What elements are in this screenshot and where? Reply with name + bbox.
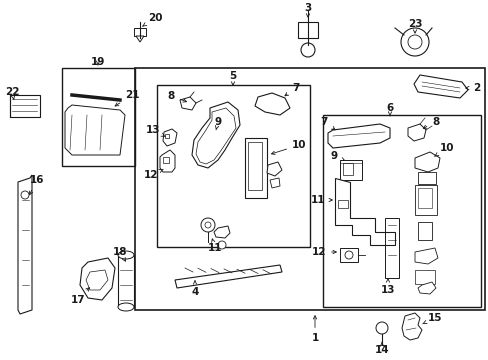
Polygon shape	[327, 124, 389, 148]
Bar	[244, 138, 266, 198]
Text: 6: 6	[386, 103, 393, 116]
Text: 12: 12	[311, 247, 336, 257]
Circle shape	[400, 28, 428, 56]
Bar	[417, 188, 431, 208]
Text: 4: 4	[191, 281, 198, 297]
Text: 8: 8	[423, 117, 438, 128]
Bar	[417, 222, 431, 240]
Polygon shape	[334, 178, 394, 245]
Text: 9: 9	[214, 117, 221, 130]
Polygon shape	[407, 124, 425, 141]
Bar	[414, 270, 434, 284]
Polygon shape	[269, 178, 280, 188]
Polygon shape	[163, 129, 177, 146]
Text: 2: 2	[465, 83, 479, 93]
Text: 14: 14	[374, 342, 388, 355]
Text: 9: 9	[330, 151, 344, 161]
Circle shape	[21, 191, 29, 199]
Polygon shape	[180, 97, 196, 110]
Bar	[342, 163, 352, 175]
Text: 1: 1	[311, 316, 318, 343]
Circle shape	[301, 43, 314, 57]
Polygon shape	[175, 265, 282, 288]
Text: 8: 8	[167, 91, 186, 102]
Ellipse shape	[118, 303, 134, 311]
Text: 10: 10	[434, 143, 453, 156]
Bar	[384, 218, 398, 278]
Polygon shape	[65, 105, 125, 155]
Polygon shape	[192, 102, 240, 168]
Text: 15: 15	[422, 313, 442, 324]
Text: 5: 5	[229, 71, 236, 85]
Bar	[118, 255, 134, 307]
Circle shape	[218, 241, 225, 249]
Circle shape	[204, 222, 210, 228]
Text: 13: 13	[145, 125, 165, 136]
Text: 7: 7	[320, 117, 334, 130]
Circle shape	[407, 35, 421, 49]
Polygon shape	[80, 258, 115, 300]
Polygon shape	[214, 226, 229, 238]
Polygon shape	[414, 152, 439, 172]
Bar	[247, 142, 262, 190]
Bar	[297, 22, 317, 38]
Bar	[339, 248, 357, 262]
Text: 7: 7	[285, 83, 299, 96]
Polygon shape	[266, 162, 282, 176]
Bar	[417, 172, 435, 184]
Text: 23: 23	[407, 19, 421, 33]
Ellipse shape	[118, 251, 134, 259]
Bar	[339, 160, 361, 180]
Text: 3: 3	[304, 3, 311, 17]
Bar	[163, 157, 169, 163]
Bar	[135, 68, 484, 310]
Polygon shape	[160, 150, 175, 172]
Polygon shape	[401, 313, 421, 340]
Text: 13: 13	[380, 279, 394, 295]
Circle shape	[375, 322, 387, 334]
Polygon shape	[136, 36, 143, 42]
Polygon shape	[417, 282, 435, 294]
Text: 10: 10	[271, 140, 306, 154]
Text: 22: 22	[5, 87, 20, 100]
Bar	[164, 134, 169, 138]
Bar	[10, 95, 40, 117]
Polygon shape	[254, 93, 289, 115]
Bar	[323, 115, 480, 307]
Text: 19: 19	[91, 57, 105, 67]
Bar	[62, 68, 135, 166]
Text: 17: 17	[70, 288, 89, 305]
Circle shape	[345, 251, 352, 259]
Polygon shape	[134, 28, 146, 36]
Text: 11: 11	[207, 239, 222, 253]
Text: 11: 11	[310, 195, 332, 205]
Text: 21: 21	[115, 90, 139, 106]
Text: 12: 12	[143, 169, 163, 180]
Polygon shape	[18, 175, 32, 314]
Text: 20: 20	[142, 13, 162, 26]
Text: 16: 16	[29, 175, 44, 195]
Bar	[157, 85, 309, 247]
Bar	[414, 185, 436, 215]
Polygon shape	[414, 248, 437, 264]
Circle shape	[201, 218, 215, 232]
Bar	[337, 200, 347, 208]
Polygon shape	[413, 75, 467, 98]
Text: 18: 18	[113, 247, 127, 261]
